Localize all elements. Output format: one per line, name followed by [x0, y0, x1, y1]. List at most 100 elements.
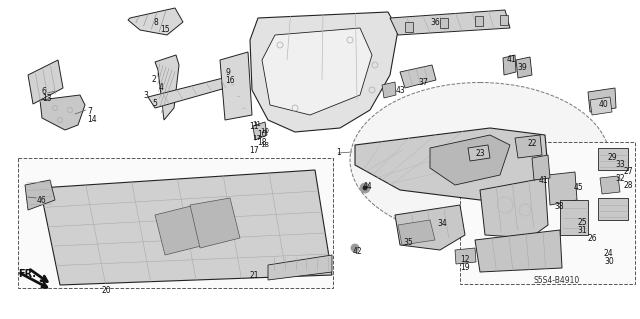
- Text: 41: 41: [507, 55, 516, 64]
- Polygon shape: [440, 18, 448, 28]
- Text: 45: 45: [574, 183, 584, 192]
- Polygon shape: [400, 65, 436, 88]
- Polygon shape: [28, 60, 63, 104]
- Text: 27: 27: [623, 167, 632, 176]
- Polygon shape: [455, 248, 476, 264]
- Polygon shape: [548, 172, 577, 205]
- Polygon shape: [516, 57, 532, 78]
- Text: 14: 14: [87, 115, 97, 124]
- Text: 34: 34: [437, 219, 447, 228]
- Polygon shape: [480, 178, 548, 238]
- Circle shape: [351, 244, 359, 252]
- Polygon shape: [600, 176, 620, 194]
- Text: 24: 24: [604, 249, 614, 258]
- Text: 23: 23: [476, 149, 486, 158]
- Polygon shape: [268, 255, 332, 280]
- Text: 30: 30: [604, 257, 614, 266]
- Text: 29: 29: [607, 153, 616, 162]
- Text: 38: 38: [554, 202, 564, 211]
- Text: 3: 3: [143, 91, 148, 100]
- Text: 40: 40: [599, 100, 609, 109]
- Bar: [460, 142, 635, 284]
- Text: 11: 11: [252, 121, 261, 127]
- Text: 7: 7: [87, 107, 92, 116]
- Polygon shape: [475, 230, 562, 272]
- Text: 15: 15: [160, 25, 170, 34]
- Polygon shape: [395, 205, 465, 250]
- Text: 20: 20: [102, 286, 111, 295]
- Text: 5: 5: [152, 99, 157, 108]
- Text: FR.: FR.: [18, 269, 36, 279]
- Polygon shape: [503, 55, 516, 75]
- Text: 2: 2: [152, 75, 157, 84]
- Polygon shape: [500, 15, 508, 25]
- Polygon shape: [588, 88, 616, 112]
- Text: 11: 11: [249, 122, 259, 131]
- Polygon shape: [405, 22, 413, 32]
- Text: 35: 35: [403, 238, 413, 247]
- Polygon shape: [253, 122, 267, 140]
- Polygon shape: [390, 10, 510, 35]
- FancyArrowPatch shape: [20, 273, 47, 287]
- Bar: [18, 158, 333, 288]
- Polygon shape: [590, 97, 612, 115]
- Text: S5S4-B4910: S5S4-B4910: [534, 276, 580, 285]
- Polygon shape: [468, 145, 490, 161]
- Polygon shape: [155, 55, 179, 120]
- Polygon shape: [262, 28, 372, 115]
- Ellipse shape: [350, 83, 610, 238]
- Text: 26: 26: [588, 234, 598, 243]
- Bar: [560, 200, 588, 235]
- Text: 13: 13: [42, 94, 52, 103]
- Polygon shape: [250, 12, 398, 132]
- Polygon shape: [155, 205, 205, 255]
- Text: 42: 42: [353, 247, 363, 256]
- Text: 21: 21: [250, 271, 259, 280]
- Polygon shape: [148, 75, 240, 108]
- Polygon shape: [398, 220, 435, 245]
- Text: 10: 10: [260, 128, 269, 134]
- Text: 33: 33: [615, 160, 625, 169]
- Text: 44: 44: [363, 182, 372, 191]
- Bar: [598, 148, 628, 170]
- Text: 28: 28: [623, 181, 632, 190]
- Polygon shape: [475, 16, 483, 26]
- Polygon shape: [40, 170, 332, 285]
- Text: 8: 8: [153, 18, 157, 27]
- Text: 9: 9: [225, 68, 230, 77]
- Text: 39: 39: [517, 63, 527, 72]
- Text: 1: 1: [336, 148, 340, 157]
- Polygon shape: [532, 155, 550, 180]
- Text: 25: 25: [577, 218, 587, 227]
- Text: 22: 22: [527, 139, 536, 148]
- Polygon shape: [40, 95, 85, 130]
- Circle shape: [360, 183, 370, 193]
- Text: 18: 18: [260, 142, 269, 148]
- Text: 4: 4: [159, 83, 164, 92]
- Bar: [598, 198, 628, 220]
- Polygon shape: [355, 128, 548, 200]
- Text: 10: 10: [257, 130, 267, 139]
- Text: 41: 41: [539, 176, 548, 185]
- Text: 37: 37: [418, 78, 428, 87]
- Text: 12: 12: [460, 255, 470, 264]
- Text: 16: 16: [225, 76, 235, 85]
- Polygon shape: [515, 135, 542, 158]
- Circle shape: [363, 186, 367, 190]
- Text: 18: 18: [257, 138, 266, 147]
- Polygon shape: [382, 82, 396, 98]
- Text: 43: 43: [396, 86, 406, 95]
- Text: 32: 32: [615, 174, 625, 183]
- Text: 19: 19: [460, 263, 470, 272]
- Polygon shape: [128, 8, 183, 35]
- Polygon shape: [25, 180, 55, 210]
- Polygon shape: [430, 135, 510, 185]
- Text: 46: 46: [37, 196, 47, 205]
- Polygon shape: [190, 198, 240, 248]
- Text: 17: 17: [249, 146, 259, 155]
- Text: 36: 36: [430, 18, 440, 27]
- Text: 17: 17: [252, 135, 261, 141]
- Polygon shape: [220, 52, 252, 120]
- Text: 31: 31: [577, 226, 587, 235]
- Text: 6: 6: [42, 87, 47, 96]
